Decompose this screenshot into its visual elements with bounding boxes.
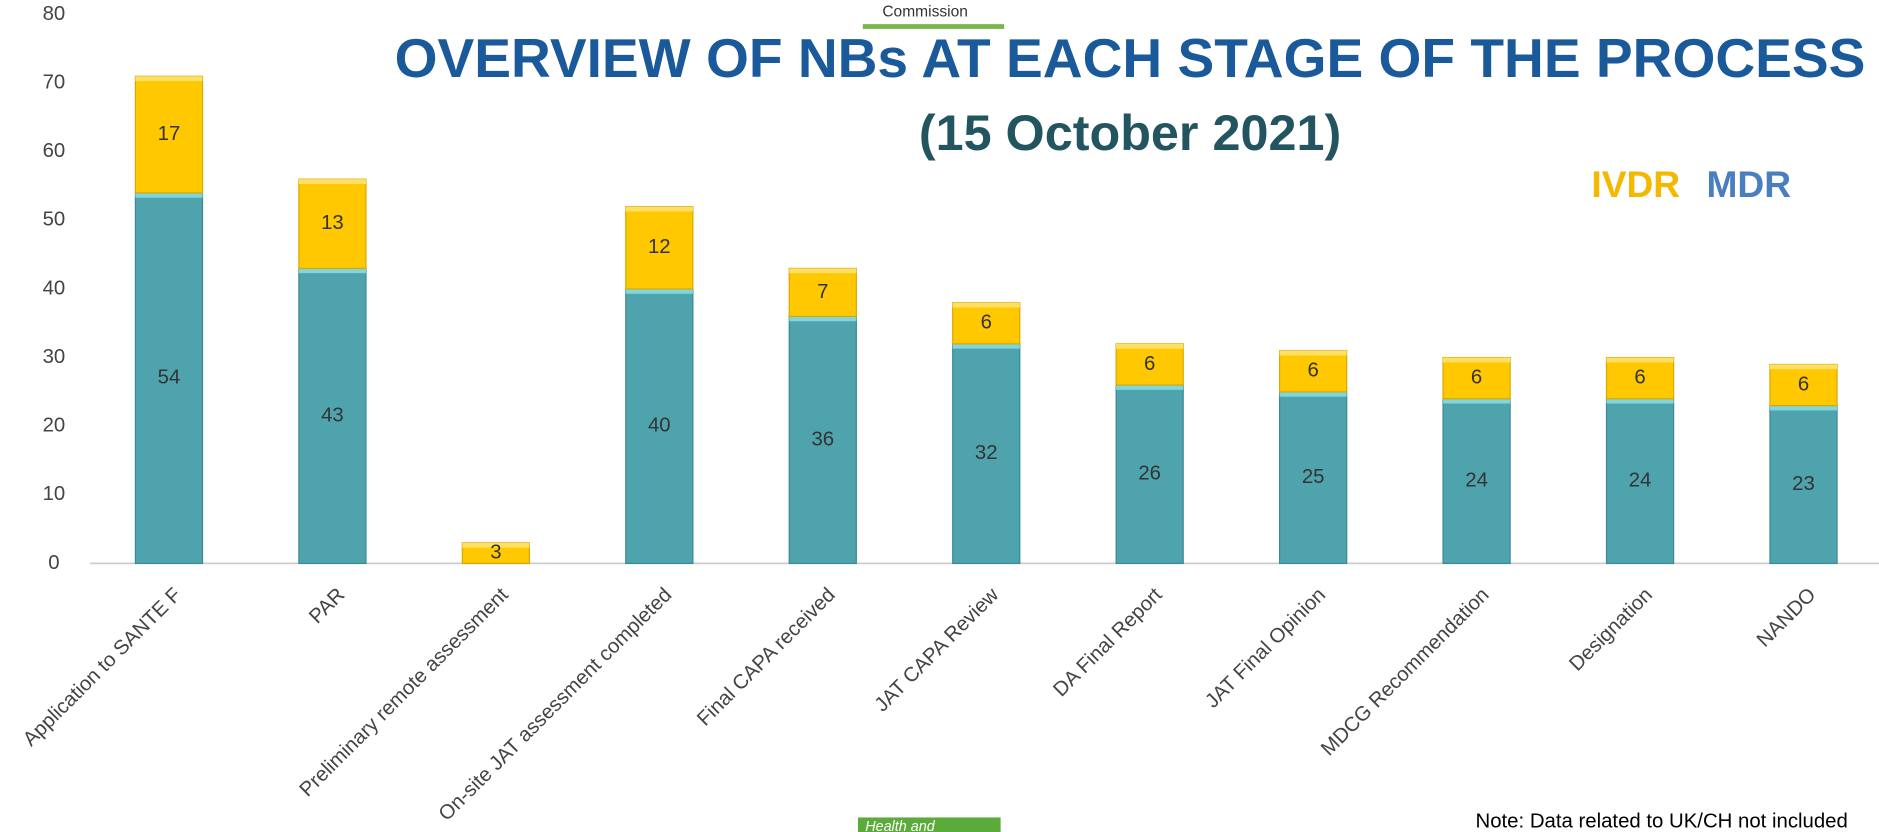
value-label: 17 [158,123,181,145]
value-label: 6 [1634,367,1645,389]
value-label: 24 [1465,469,1488,491]
value-label: 36 [811,428,834,450]
value-label: 12 [648,236,671,258]
footer-tag-box [858,817,1001,832]
value-label: 26 [1138,463,1161,485]
bar-segment [1605,398,1675,564]
bar-highlight [1769,364,1838,370]
value-label: 6 [981,312,992,334]
note: Note: Data related to UK/CH not included [1476,811,1848,832]
bar-highlight [789,316,857,322]
y-tick-label: 30 [43,346,66,368]
x-tick-label: Designation [1565,584,1657,676]
y-tick-label: 80 [43,3,66,25]
bar-segment [134,192,204,564]
bar-highlight [1116,343,1184,349]
bar-highlight [952,302,1020,308]
bar-segment [625,206,694,290]
bar-segment [1115,343,1184,386]
bar-segment [788,267,857,318]
bar-segment [1442,356,1511,400]
logo-bar [862,24,1005,29]
y-tick-label: 70 [43,72,66,94]
x-tick-label: JAT Final Opinion [1201,584,1330,713]
value-label: 32 [975,442,998,464]
x-tick-label: JAT CAPA Review [871,584,1004,717]
bar-segment [298,267,367,564]
bar-segment [952,302,1021,345]
y-tick-label: 50 [43,209,66,231]
legend-entry: IVDR [1591,163,1680,205]
value-label: 43 [321,404,344,426]
value-label: 24 [1629,469,1652,491]
y-tick-label: 60 [43,140,66,162]
bar-highlight [952,343,1020,349]
bar-segment [1605,356,1675,400]
x-tick-label: Final CAPA received [693,584,840,731]
bar-segment [1115,384,1184,564]
bar-segment [298,178,367,269]
bar-highlight [135,76,203,82]
bar-highlight [298,179,366,185]
x-tick-label: Application to SANTE F [19,584,186,751]
bar-highlight [462,542,530,548]
value-label: 6 [1471,367,1482,389]
logo-text: Commission [882,3,968,20]
x-tick-label: PAR [305,584,349,628]
y-tick-label: 10 [43,483,66,505]
bar-highlight [1279,350,1347,356]
x-tick-label: DA Final Report [1049,584,1166,701]
chart-title: OVERVIEW OF NBs AT EACH STAGE OF THE PRO… [395,27,1866,89]
value-label: 6 [1798,373,1809,395]
bar-highlight [1769,405,1838,411]
y-tick-label: 40 [43,277,66,299]
value-label: 13 [321,212,344,234]
bar-highlight [789,268,857,274]
value-label: 54 [158,367,181,389]
bar-segment [952,343,1021,564]
bar-highlight [1116,385,1184,390]
chart-subtitle: (15 October 2021) [919,104,1341,161]
legend-entry: MDR [1706,163,1791,205]
bar-segment [788,315,857,564]
bar-highlight [625,206,693,212]
x-tick-label: MDCG Recommendation [1317,584,1493,760]
bar-highlight [1279,391,1347,397]
bar-highlight [1606,357,1674,363]
bar-highlight [135,192,203,198]
y-tick-label: 20 [43,415,66,437]
bar-highlight [1443,357,1511,363]
bar-highlight [1443,398,1511,404]
bar-highlight [625,288,693,294]
x-tick-label: NANDO [1753,584,1821,652]
footer-tag: Health and [865,819,936,832]
bar-segment [1769,405,1838,564]
value-label: 3 [490,541,501,563]
bar-highlight [298,268,366,274]
value-label: 7 [817,281,828,303]
bar-segment [1769,363,1838,407]
bar-highlight [1606,398,1674,404]
value-label: 23 [1792,473,1815,495]
value-label: 6 [1144,353,1155,375]
value-label: 6 [1307,360,1318,382]
bar-segment [461,542,531,564]
value-label: 40 [648,415,671,437]
y-tick-label: 0 [48,552,59,574]
value-label: 25 [1302,466,1325,488]
